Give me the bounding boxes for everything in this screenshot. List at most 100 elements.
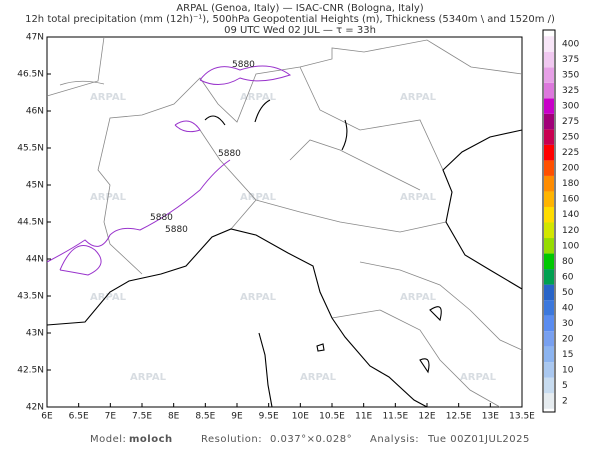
title-line: 09 UTC Wed 02 JUL — τ = 33h	[224, 25, 376, 36]
colorbar-label: 100	[562, 241, 579, 251]
lat-label: 46N	[26, 107, 44, 117]
colorbar-cell	[544, 191, 554, 207]
colorbar-label: 375	[562, 55, 579, 65]
colorbar-label: 30	[562, 319, 574, 329]
colorbar-cell	[544, 160, 554, 176]
colorbar-label: 20	[562, 334, 574, 344]
footer-label: Analysis:	[370, 434, 419, 445]
colorbar-cell	[544, 346, 554, 363]
colorbar-cell	[544, 82, 554, 99]
colorbar-label: 250	[562, 133, 579, 143]
contour-label: 5880	[150, 213, 173, 223]
colorbar-label: 325	[562, 86, 579, 96]
footer-value: Tue 00Z01JUL2025	[427, 434, 530, 445]
colorbar-label: 275	[562, 117, 579, 127]
lon-label: 8E	[168, 412, 180, 422]
lon-label: 10E	[292, 412, 309, 422]
colorbar-label: 140	[562, 210, 579, 220]
colorbar-label: 80	[562, 257, 574, 267]
coastline	[46, 99, 523, 408]
colorbar-label: 50	[562, 288, 574, 298]
lon-label: 10.5E	[319, 412, 345, 422]
colorbar-cell	[544, 362, 554, 378]
colorbar-cell	[544, 98, 554, 114]
colorbar-label: 180	[562, 179, 579, 189]
lat-label: 42.5N	[17, 366, 44, 376]
colorbar-cell	[544, 269, 554, 285]
colorbar-cell	[544, 284, 554, 301]
colorbar-cell	[544, 129, 554, 145]
colorbar-cell	[544, 175, 554, 192]
colorbar-cell	[544, 36, 554, 52]
colorbar-cell	[544, 222, 554, 239]
watermark: ARPAL	[240, 92, 277, 103]
contour-label: 5880	[218, 149, 241, 159]
colorbar-label: 300	[562, 102, 579, 112]
lon-label: 12.5E	[446, 412, 472, 422]
lon-label: 13E	[482, 412, 499, 422]
watermark: ARPAL	[130, 372, 167, 383]
lat-label: 46.5N	[17, 70, 44, 80]
title-line: 12h total precipitation (mm (12h)⁻¹), 50…	[25, 14, 555, 25]
watermark: ARPAL	[400, 292, 437, 303]
watermark: ARPAL	[460, 372, 497, 383]
footer-value: moloch	[129, 434, 173, 445]
colorbar-cell	[544, 51, 554, 68]
colorbar-cell	[544, 67, 554, 83]
lat-label: 42N	[26, 403, 44, 413]
lat-label: 45.5N	[17, 144, 44, 154]
contour-label: 5880	[165, 225, 188, 235]
lat-label: 43N	[26, 329, 44, 339]
lat-label: 43.5N	[17, 292, 44, 302]
colorbar-cell	[544, 206, 554, 223]
colorbar-cell	[544, 238, 554, 254]
lon-label: 9.5E	[259, 412, 279, 422]
colorbar-cell	[544, 253, 554, 270]
lat-label: 44.5N	[17, 218, 44, 228]
lon-label: 9E	[231, 412, 243, 422]
lon-label: 6.5E	[69, 412, 89, 422]
colorbar-label: 200	[562, 164, 579, 174]
colorbar-cell	[544, 377, 554, 394]
colorbar-cell	[544, 331, 554, 347]
watermark: ARPAL	[240, 192, 277, 203]
colorbar-cell	[544, 315, 554, 332]
lon-label: 11.5E	[382, 412, 408, 422]
colorbar-label: 60	[562, 272, 574, 282]
footer-label: Model:	[90, 434, 126, 445]
watermark: ARPAL	[240, 292, 277, 303]
lon-label: 11E	[355, 412, 372, 422]
footer-label: Resolution:	[201, 434, 262, 445]
lat-label: 47N	[26, 33, 44, 43]
colorbar-label: 40	[562, 303, 574, 313]
contour-label: 5880	[232, 60, 255, 70]
colorbar-cell	[544, 300, 554, 316]
map-frame	[46, 36, 523, 408]
borders	[46, 36, 523, 408]
colorbar-label: 160	[562, 195, 579, 205]
colorbar-label: 10	[562, 365, 574, 375]
height-contour	[46, 65, 292, 276]
watermark: ARPAL	[90, 292, 127, 303]
colorbar-label: 5	[562, 381, 568, 391]
colorbar-label: 2	[562, 397, 568, 407]
colorbar-label: 15	[562, 350, 573, 360]
title-line: ARPAL (Genoa, Italy) — ISAC-CNR (Bologna…	[176, 3, 423, 14]
watermark: ARPAL	[400, 192, 437, 203]
colorbar-label: 350	[562, 71, 579, 81]
lon-label: 8.5E	[195, 412, 215, 422]
colorbar-label: 400	[562, 40, 579, 50]
lon-label: 13.5E	[509, 412, 535, 422]
lon-label: 7E	[105, 412, 117, 422]
colorbar-label: 225	[562, 148, 579, 158]
lat-label: 44N	[26, 255, 44, 265]
watermark: ARPAL	[400, 92, 437, 103]
watermark: ARPAL	[90, 92, 127, 103]
lat-label: 45N	[26, 181, 44, 191]
colorbar-label: 120	[562, 226, 579, 236]
colorbar-cell	[544, 113, 554, 130]
footer-value: 0.037°×0.028°	[270, 434, 352, 445]
colorbar-cell	[544, 144, 554, 161]
lon-label: 6E	[41, 412, 53, 422]
